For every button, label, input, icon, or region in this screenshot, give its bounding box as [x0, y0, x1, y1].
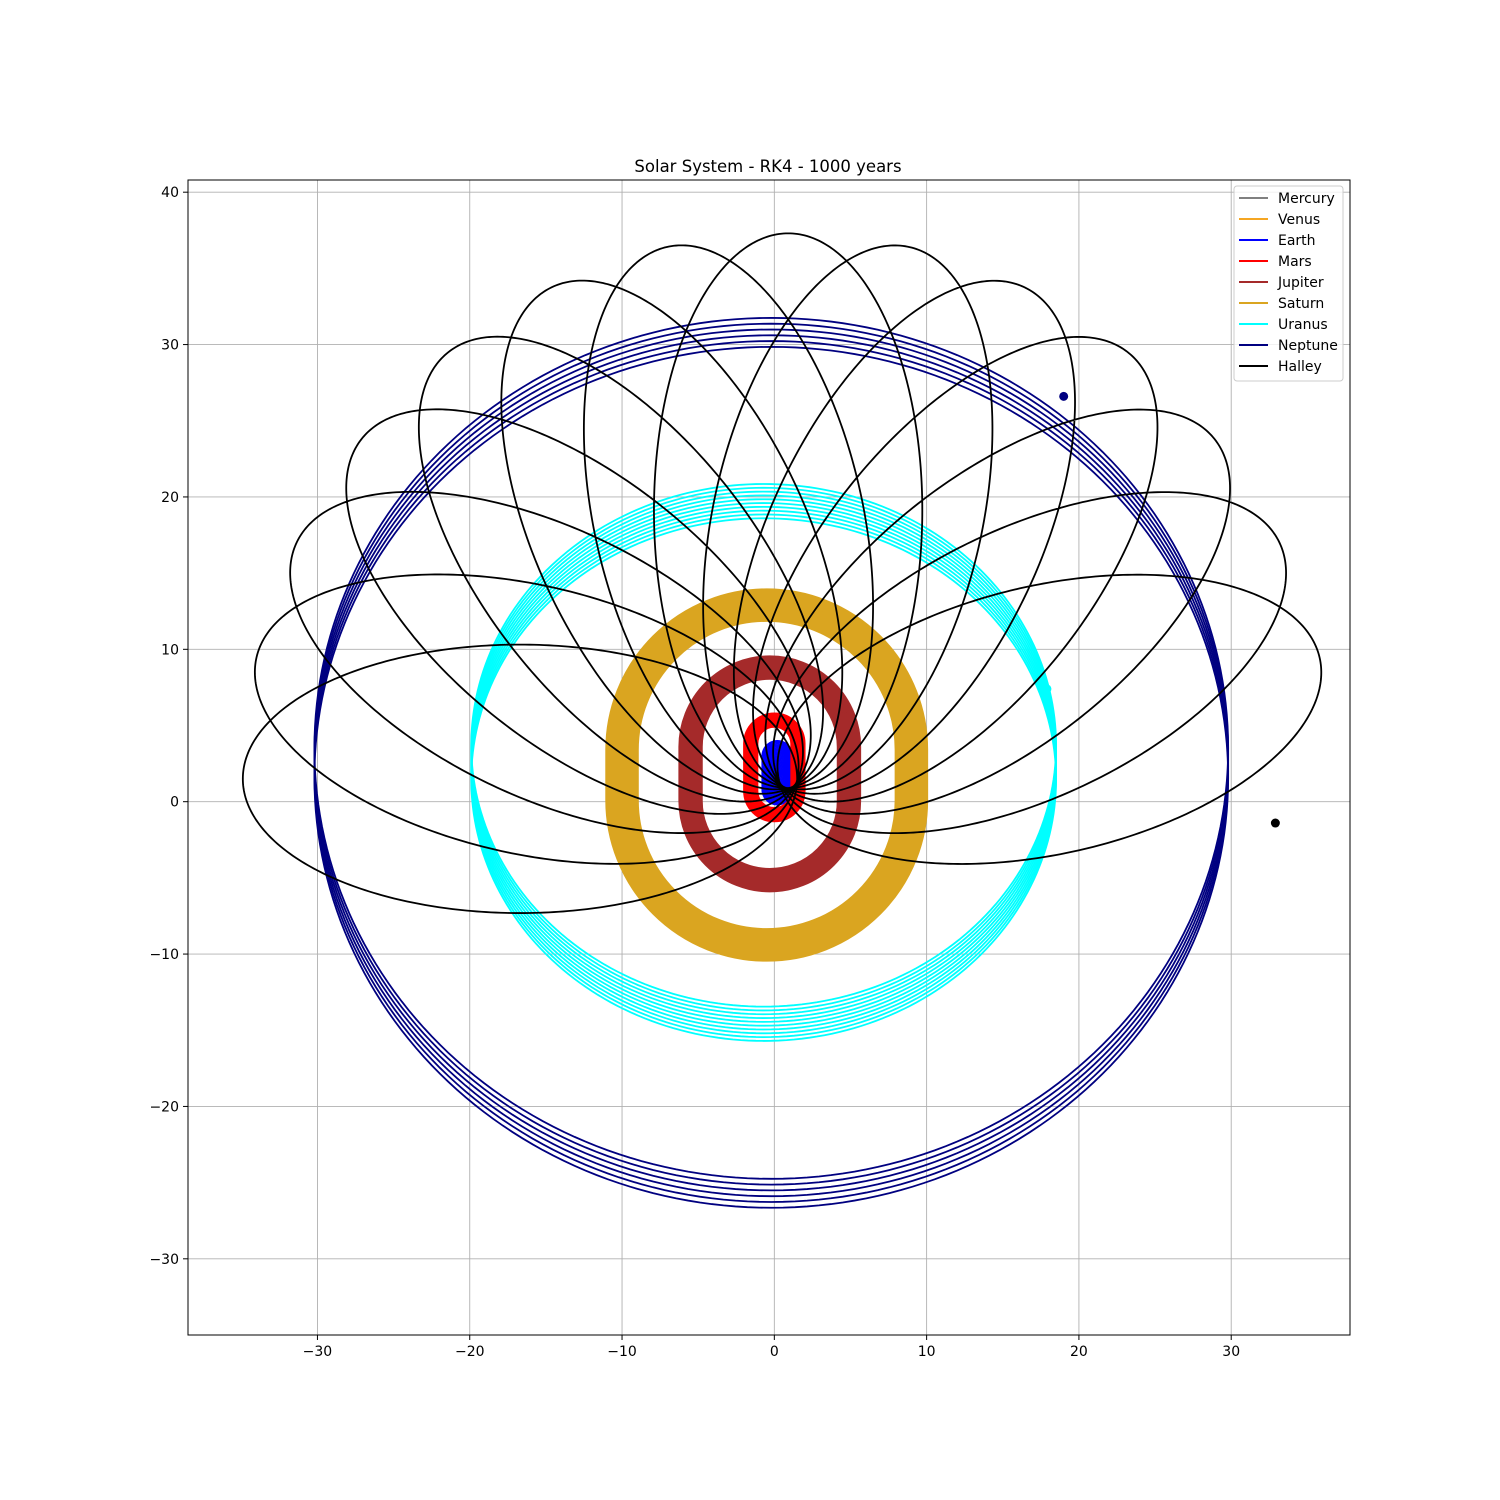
x-tick-label: 10: [918, 1344, 936, 1360]
planet-marker-halley: [1270, 818, 1280, 828]
y-tick-label: −20: [149, 1099, 179, 1115]
planet-marker-jupiter: [839, 704, 849, 714]
x-tick-label: 0: [770, 1344, 779, 1360]
plot-frame: [187, 179, 1351, 1336]
plot-area: [241, 232, 1323, 1209]
y-tick-label: −10: [149, 947, 179, 963]
planet-marker-neptune: [1059, 391, 1069, 401]
series-saturn: [605, 588, 929, 962]
legend-label-neptune: Neptune: [1278, 338, 1338, 354]
series-uranus: [470, 483, 1057, 1042]
y-tick-label: 30: [161, 338, 179, 354]
legend-label-earth: Earth: [1278, 233, 1316, 249]
legend: Mercury Venus Earth Mars Jupiter Saturn Uranus…: [1233, 185, 1344, 382]
x-tick-label: 20: [1070, 1344, 1088, 1360]
planet-marker-uranus: [1042, 684, 1052, 694]
orbit-loop-earth: [761, 740, 794, 772]
orbit-band-saturn: [605, 588, 929, 962]
planet-marker-saturn: [813, 608, 823, 618]
y-tick-label: 0: [170, 795, 179, 811]
y-tick-label: −30: [149, 1252, 179, 1268]
y-tick-label: 40: [161, 185, 179, 201]
legend-label-venus: Venus: [1278, 212, 1320, 228]
legend-box: [1233, 185, 1344, 382]
legend-label-mercury: Mercury: [1278, 191, 1335, 207]
series-halley: [241, 232, 1323, 914]
legend-label-saturn: Saturn: [1278, 296, 1324, 312]
legend-label-mars: Mars: [1278, 254, 1312, 270]
orbit-loop-neptune: [313, 316, 1230, 1180]
x-tick-label: −10: [607, 1344, 637, 1360]
chart-title: Solar System - RK4 - 1000 years: [634, 157, 901, 176]
y-tick-label: 10: [161, 642, 179, 658]
x-tick-label: −20: [455, 1344, 485, 1360]
legend-label-uranus: Uranus: [1278, 317, 1328, 333]
x-tick-label: −30: [303, 1344, 333, 1360]
orbit-path-halley: [241, 232, 1323, 914]
legend-label-jupiter: Jupiter: [1277, 275, 1324, 291]
x-tick-label: 30: [1222, 1344, 1240, 1360]
legend-label-halley: Halley: [1278, 359, 1322, 375]
y-tick-label: 20: [161, 490, 179, 506]
axes: −30 −20 −10 0 10 20 30 −30 −20 −10 0 10 20 30 40: [149, 185, 1240, 1360]
orbit-loop-uranus: [470, 483, 1057, 1008]
series-neptune: [313, 316, 1230, 1209]
